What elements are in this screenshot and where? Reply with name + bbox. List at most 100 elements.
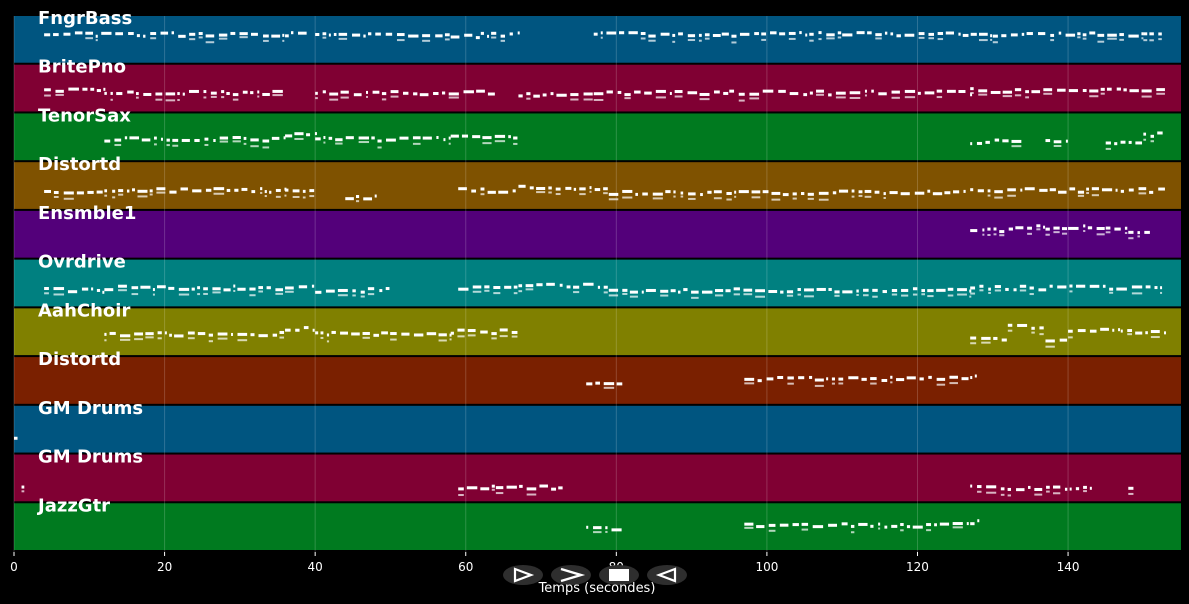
note	[519, 484, 523, 488]
note	[1114, 142, 1118, 146]
note	[351, 332, 360, 336]
note	[104, 288, 114, 292]
note	[814, 378, 824, 382]
note	[517, 31, 520, 35]
note	[352, 294, 356, 297]
note	[1049, 188, 1056, 192]
note	[494, 140, 506, 143]
note	[622, 196, 633, 199]
note	[525, 284, 534, 288]
note	[687, 39, 696, 42]
note	[110, 98, 113, 101]
note	[340, 331, 348, 335]
note	[233, 284, 236, 288]
note	[390, 338, 397, 341]
note	[358, 141, 370, 144]
note	[363, 197, 373, 201]
note	[157, 337, 162, 340]
note	[1138, 187, 1147, 191]
note	[260, 191, 263, 194]
note	[282, 39, 285, 42]
note	[1053, 231, 1060, 234]
note	[539, 484, 548, 488]
note	[362, 336, 370, 339]
note	[1127, 333, 1133, 336]
note	[603, 285, 608, 289]
note	[883, 196, 886, 199]
note	[226, 91, 230, 95]
note	[114, 138, 122, 142]
note	[841, 522, 848, 526]
note	[1053, 140, 1062, 144]
next-button[interactable]	[551, 565, 591, 585]
play-forward-button[interactable]	[503, 565, 543, 585]
note	[1128, 140, 1132, 144]
play-backward-button[interactable]	[647, 565, 687, 585]
note	[1002, 90, 1013, 94]
note	[1083, 485, 1087, 489]
note	[977, 485, 982, 489]
note	[466, 486, 478, 490]
note	[518, 94, 523, 98]
note	[145, 332, 154, 336]
note	[104, 339, 107, 342]
note	[285, 328, 291, 332]
track-band	[14, 210, 1181, 258]
note	[1016, 488, 1025, 492]
note	[233, 289, 236, 292]
note	[250, 145, 259, 148]
note	[875, 33, 882, 37]
note	[608, 294, 619, 297]
note	[629, 290, 638, 294]
note	[906, 525, 911, 529]
note	[1091, 187, 1099, 191]
note	[448, 96, 459, 99]
note	[606, 31, 617, 35]
note	[988, 287, 991, 291]
note	[788, 37, 796, 40]
stop-button[interactable]	[599, 565, 639, 585]
note	[298, 285, 308, 289]
note	[883, 192, 886, 196]
track-label: JazzGtr	[36, 495, 110, 516]
note	[1007, 494, 1011, 497]
note	[112, 189, 116, 193]
note	[373, 333, 379, 337]
note	[197, 286, 201, 290]
note	[1144, 230, 1150, 234]
note	[789, 92, 799, 96]
note	[863, 294, 869, 297]
note	[1082, 37, 1087, 40]
note	[529, 186, 534, 190]
note	[1156, 88, 1165, 92]
note	[1057, 285, 1067, 289]
note	[713, 197, 722, 200]
note	[848, 376, 859, 380]
note	[979, 284, 984, 288]
note	[363, 34, 366, 38]
note	[189, 38, 196, 41]
note	[290, 31, 294, 35]
note	[918, 36, 925, 39]
note	[450, 331, 454, 335]
note	[1000, 493, 1005, 496]
note	[704, 37, 710, 40]
note	[594, 188, 601, 192]
note	[262, 92, 270, 96]
note	[792, 192, 797, 196]
note	[1069, 284, 1073, 288]
note	[295, 328, 300, 332]
note	[67, 290, 78, 294]
note	[127, 90, 134, 94]
note	[1064, 487, 1068, 491]
note	[212, 291, 221, 294]
note	[992, 34, 998, 38]
note	[374, 194, 377, 198]
note	[328, 33, 331, 37]
track-notes	[21, 484, 1134, 497]
note	[680, 195, 684, 198]
note	[704, 33, 710, 37]
note	[733, 287, 740, 291]
note	[992, 41, 998, 44]
reverse-play-icon	[655, 567, 677, 583]
